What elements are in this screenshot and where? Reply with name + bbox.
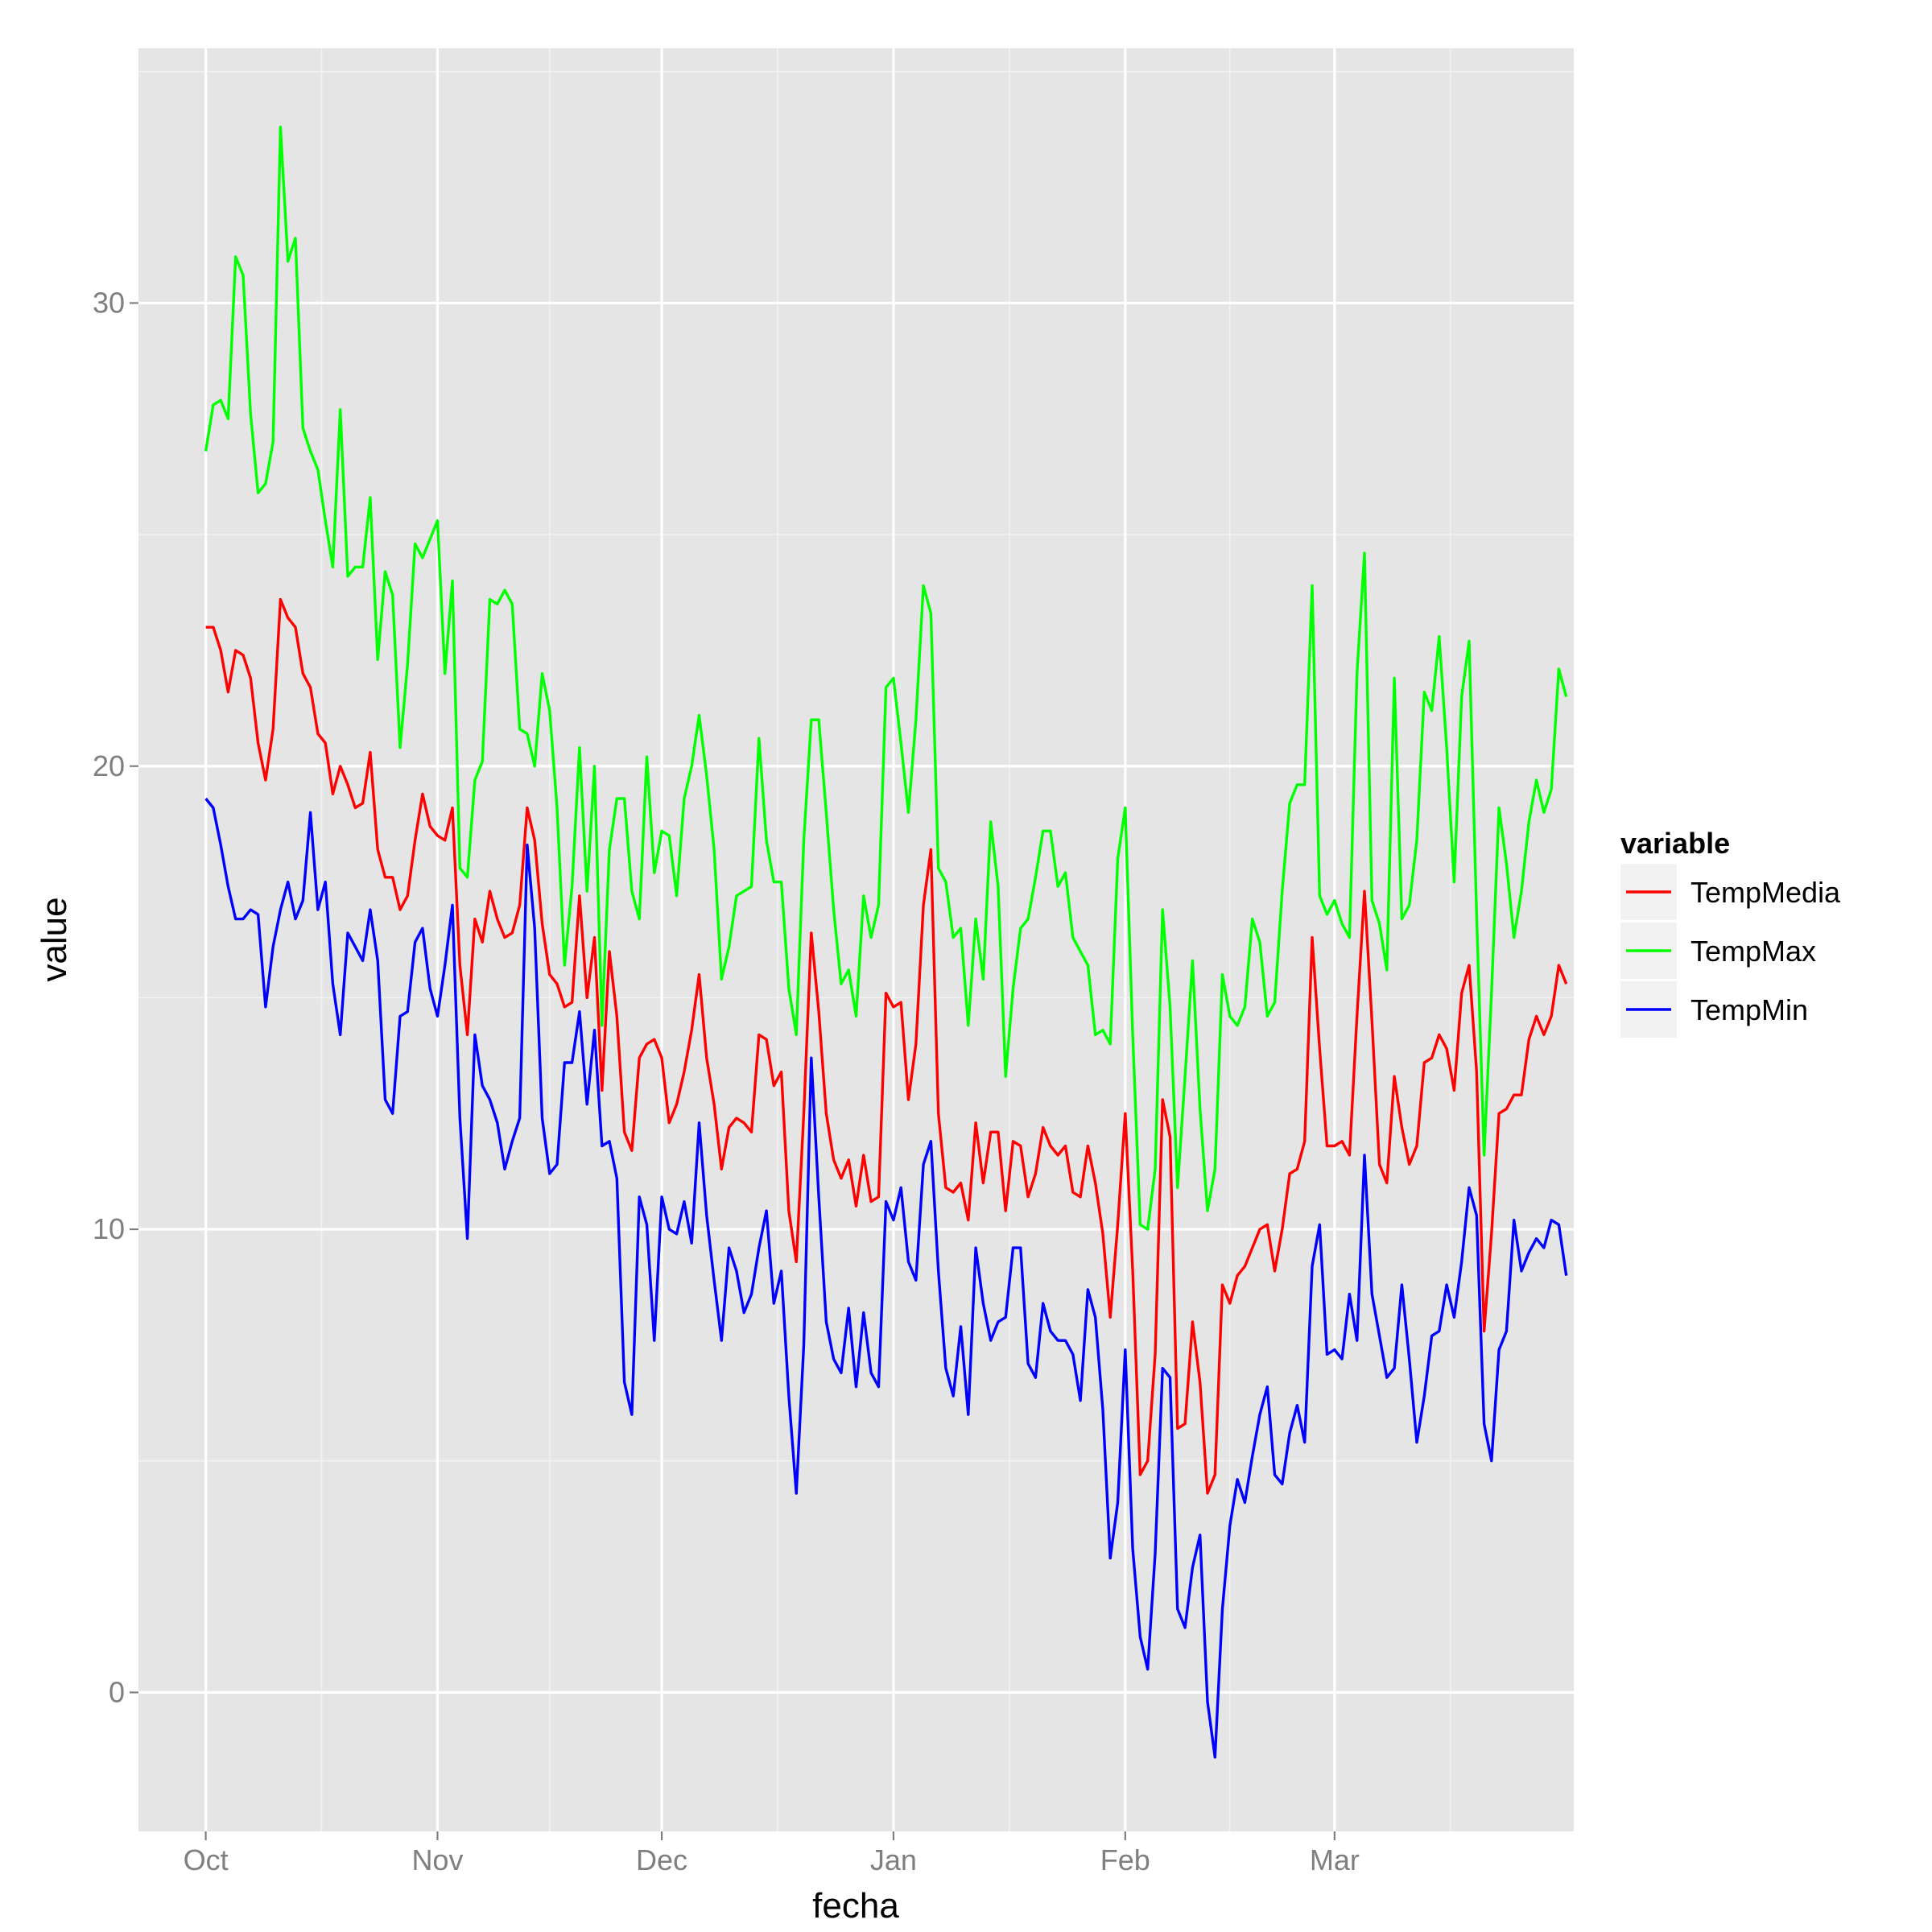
y-tick-label: 0 bbox=[109, 1675, 125, 1708]
x-tick-label: Mar bbox=[1310, 1843, 1360, 1876]
y-tick-label: 30 bbox=[93, 286, 125, 319]
series-lines bbox=[204, 126, 1568, 1759]
legend-title: variable bbox=[1620, 827, 1730, 860]
x-axis-title: fecha bbox=[812, 1886, 899, 1926]
legend-label: TempMedia bbox=[1690, 876, 1841, 909]
legend-entries: TempMedia TempMax TempMin bbox=[1620, 864, 1841, 1038]
y-tick-label: 10 bbox=[93, 1212, 125, 1245]
series-line-tempmin bbox=[204, 797, 1568, 1759]
x-tick-label: Nov bbox=[411, 1843, 463, 1876]
major-gridlines bbox=[138, 48, 1574, 1831]
x-tick-label: Oct bbox=[184, 1843, 229, 1876]
legend-label: TempMin bbox=[1690, 993, 1808, 1026]
legend-label: TempMax bbox=[1690, 935, 1816, 968]
y-axis: 0 10 20 30 bbox=[93, 286, 138, 1708]
minor-gridlines bbox=[138, 48, 1574, 1831]
x-tick-label: Jan bbox=[870, 1843, 917, 1876]
legend: variable TempMedia TempMax TempMin bbox=[1620, 827, 1841, 1038]
x-tick-label: Dec bbox=[636, 1843, 687, 1876]
series-line-tempmedia bbox=[205, 597, 1568, 1495]
y-axis-title: value bbox=[35, 897, 74, 981]
x-axis: Oct Nov Dec Jan Feb Mar bbox=[184, 1831, 1360, 1876]
y-tick-label: 20 bbox=[93, 749, 125, 782]
series-line-tempmax bbox=[204, 126, 1568, 1231]
plot-panel bbox=[138, 48, 1574, 1831]
x-tick-label: Feb bbox=[1100, 1843, 1150, 1876]
